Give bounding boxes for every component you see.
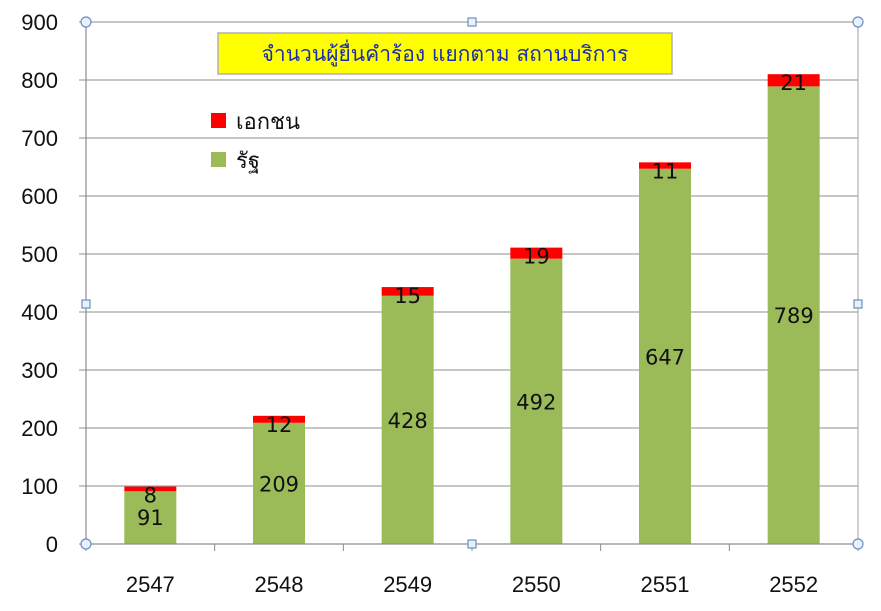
axes [85, 22, 859, 551]
title-box [217, 32, 673, 75]
chart-title: จำนวนผู้ยื่นคำร้อง แยกตาม สถานบริการ [217, 32, 673, 75]
legend: เอกชน รัฐ [211, 110, 300, 174]
y-tick-label: 0 [46, 532, 58, 557]
data-label: 209 [259, 472, 299, 496]
bar-segment [767, 74, 820, 87]
data-label: 12 [266, 413, 293, 437]
data-label: 8 [144, 484, 157, 508]
y-tick-label: 200 [21, 416, 58, 441]
chart-title-text: จำนวนผู้ยื่นคำร้อง แยกตาม สถานบริการ [262, 39, 629, 67]
bar-segment [124, 486, 177, 492]
gridlines [79, 21, 858, 545]
legend-swatch-private [211, 113, 226, 128]
y-tick-label: 100 [21, 474, 58, 499]
bar-segment [510, 258, 563, 544]
bar-segment [381, 295, 434, 544]
data-label: 21 [780, 71, 807, 95]
data-label: 428 [388, 409, 428, 433]
bar-segment [639, 168, 691, 545]
x-tick-label: 2550 [512, 572, 561, 597]
x-tick-label: 2549 [383, 572, 432, 597]
data-label: 11 [652, 159, 679, 183]
data-label: 91 [137, 506, 164, 530]
x-tick-label: 2547 [126, 572, 175, 597]
resize-handle-corner[interactable] [852, 16, 864, 28]
resize-handle-side[interactable] [81, 299, 91, 309]
x-axis-tick-labels: 2547 2548 2549 2550 2551 2552 [126, 572, 818, 597]
x-tick-label: 2552 [769, 572, 818, 597]
resize-handle-side[interactable] [853, 299, 863, 309]
data-label: 15 [394, 284, 421, 308]
data-label: 647 [645, 345, 685, 369]
y-tick-label: 300 [21, 358, 58, 383]
resize-handle-side[interactable] [467, 539, 477, 549]
bar-segment [253, 415, 305, 423]
y-axis-tick-labels: 0 100 200 300 400 500 600 700 800 900 [21, 10, 58, 557]
data-label: 492 [516, 390, 556, 414]
bar-segment [381, 287, 434, 296]
selection-handles [80, 16, 864, 550]
bar-segment [124, 491, 177, 544]
bars [124, 74, 820, 545]
bar-segment [510, 247, 563, 259]
resize-handle-corner[interactable] [80, 16, 92, 28]
legend-swatch-public [211, 152, 226, 167]
y-tick-label: 500 [21, 242, 58, 267]
data-label: 789 [774, 304, 814, 328]
y-tick-label: 700 [21, 126, 58, 151]
x-tick-label: 2548 [255, 572, 304, 597]
y-tick-label: 400 [21, 300, 58, 325]
y-tick-label: 600 [21, 184, 58, 209]
y-tick-label: 800 [21, 68, 58, 93]
y-tick-label: 900 [21, 10, 58, 35]
bar-segment [253, 422, 305, 544]
resize-handle-side[interactable] [467, 17, 477, 27]
resize-handle-corner[interactable] [80, 538, 92, 550]
legend-label-private: เอกชน [236, 110, 300, 135]
bar-segment [639, 162, 691, 169]
legend-label-public: รัฐ [236, 149, 260, 174]
resize-handle-corner[interactable] [852, 538, 864, 550]
data-label: 19 [523, 245, 550, 269]
data-labels: 918 209 12 428 15 492 19 647 11 789 21 [137, 71, 814, 530]
bar-segment [767, 86, 820, 544]
x-tick-label: 2551 [641, 572, 690, 597]
